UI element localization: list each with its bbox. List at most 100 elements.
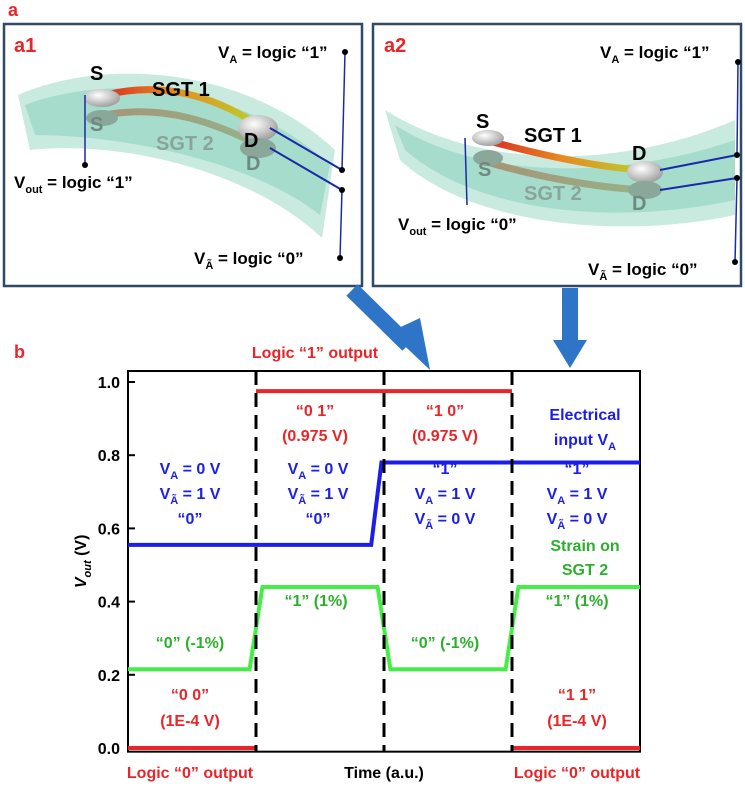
panel-a2: a2 S SGT 1 D S SGT 2 D VA = logic “1” Vo… bbox=[373, 24, 741, 286]
drain-label: D bbox=[244, 130, 258, 152]
drain-label: D bbox=[632, 193, 646, 215]
subscript: Ã bbox=[205, 259, 213, 272]
annotation: “1 1” bbox=[558, 687, 596, 704]
arrow-head bbox=[553, 340, 587, 368]
y-tick-label: 0.6 bbox=[98, 521, 120, 538]
symbol: V bbox=[160, 461, 171, 478]
symbol: V bbox=[398, 215, 410, 234]
terminal bbox=[732, 259, 738, 265]
annotation: VÃ = 1 V bbox=[160, 486, 221, 507]
annotation: SGT 2 bbox=[562, 562, 608, 579]
y-tick-label: 0.4 bbox=[98, 595, 120, 612]
terminal bbox=[82, 162, 88, 168]
annotation: (1E-4 V) bbox=[547, 713, 607, 730]
annotation: “0” (-1%) bbox=[156, 635, 224, 652]
annotation: (0.975 V) bbox=[412, 428, 478, 445]
annotation: “0” bbox=[178, 511, 203, 528]
drain-label: D bbox=[632, 143, 646, 165]
label-text: = 1 V bbox=[178, 486, 221, 503]
annotation: VÃ = 0 V bbox=[547, 511, 608, 532]
annotation: input VA bbox=[554, 432, 616, 453]
terminal bbox=[342, 49, 348, 55]
annotation: (0.975 V) bbox=[282, 428, 348, 445]
y-tick-label: 1.0 bbox=[98, 375, 120, 392]
label-text: = logic “1” bbox=[237, 43, 327, 62]
arrows bbox=[352, 288, 587, 370]
source-label: S bbox=[90, 63, 103, 85]
label-text: (V) bbox=[73, 535, 90, 561]
terminal bbox=[339, 187, 345, 193]
subscript: Ã bbox=[557, 519, 565, 532]
annotation: VÃ = 0 V bbox=[415, 511, 476, 532]
subscript: out bbox=[82, 559, 94, 577]
subscript: A bbox=[298, 470, 306, 482]
terminal bbox=[734, 175, 740, 181]
annotation: “0 0” bbox=[171, 687, 209, 704]
symbol: V bbox=[547, 486, 558, 503]
label-text: = logic “0” bbox=[213, 249, 303, 268]
source-label: S bbox=[478, 159, 491, 181]
label-text: = 0 V bbox=[433, 511, 476, 528]
symbol: V bbox=[14, 173, 26, 192]
terminal bbox=[735, 59, 741, 65]
y-tick-label: 0.0 bbox=[98, 741, 120, 758]
subscript: out bbox=[409, 226, 426, 238]
label-text: = logic “0” bbox=[426, 215, 516, 234]
label-text: = 1 V bbox=[565, 486, 608, 503]
label-text: = 1 V bbox=[433, 486, 476, 503]
panel-label: a bbox=[8, 0, 19, 20]
annotation: Electrical bbox=[549, 407, 620, 424]
page: a a1 S SGT 1 D S SGT 2 D VA = logic “1” … bbox=[0, 0, 745, 788]
symbol: V bbox=[194, 249, 206, 268]
x-axis-label: Time (a.u.) bbox=[344, 765, 424, 782]
label-text: = 0 V bbox=[178, 461, 221, 478]
subscript: Ã bbox=[599, 270, 607, 283]
subscript: A bbox=[170, 470, 178, 482]
symbol: V bbox=[160, 486, 171, 503]
panel-label: a1 bbox=[14, 35, 36, 57]
symbol: input V bbox=[554, 432, 609, 449]
symbol: V bbox=[547, 511, 558, 528]
symbol: V bbox=[588, 260, 600, 279]
channel-label: SGT 2 bbox=[524, 183, 582, 205]
label-text: = logic “0” bbox=[607, 260, 697, 279]
y-tick-label: 0.2 bbox=[98, 668, 120, 685]
channel-label: SGT 2 bbox=[156, 133, 214, 155]
label-text: = 1 V bbox=[306, 486, 349, 503]
annotation: Logic “1” output bbox=[252, 345, 379, 362]
chart: 0.0 0.2 0.4 0.6 0.8 1.0 Vout (V) Time (a.u.) Log… bbox=[73, 345, 641, 782]
terminal bbox=[734, 152, 740, 158]
symbol: V bbox=[288, 461, 299, 478]
terminal bbox=[339, 167, 345, 173]
subscript: out bbox=[25, 184, 42, 196]
symbol: V bbox=[415, 511, 426, 528]
channel-label: SGT 1 bbox=[524, 125, 582, 147]
subscript: Ã bbox=[170, 494, 178, 507]
symbol: V bbox=[218, 43, 230, 62]
panel-label: b bbox=[14, 342, 25, 362]
y-tick-label: 0.8 bbox=[98, 448, 120, 465]
symbol: V bbox=[600, 43, 612, 62]
annotation: (1E-4 V) bbox=[160, 713, 220, 730]
label-text: = 0 V bbox=[565, 511, 608, 528]
symbol: V bbox=[288, 486, 299, 503]
subscript: A bbox=[229, 54, 237, 66]
panel-label: a2 bbox=[384, 35, 406, 57]
annotation: “1” (1%) bbox=[545, 593, 608, 610]
label-text: = 0 V bbox=[306, 461, 349, 478]
annotation: VA = 1 V bbox=[415, 486, 476, 507]
electrode bbox=[84, 89, 120, 107]
subscript: Ã bbox=[425, 519, 433, 532]
annotation: Strain on bbox=[550, 538, 619, 555]
annotation: “0” bbox=[306, 511, 331, 528]
subscript: A bbox=[608, 441, 616, 453]
annotation: “1” (1%) bbox=[284, 593, 347, 610]
annotation: Logic “0” output bbox=[127, 765, 254, 782]
y-axis-label: Vout (V) bbox=[73, 535, 94, 589]
subscript: A bbox=[611, 54, 619, 66]
annotation: “0 1” bbox=[296, 403, 334, 420]
subscript: A bbox=[557, 495, 565, 507]
annotation: “0” (-1%) bbox=[411, 635, 479, 652]
terminal bbox=[337, 255, 343, 261]
label-text: = logic “1” bbox=[619, 43, 709, 62]
